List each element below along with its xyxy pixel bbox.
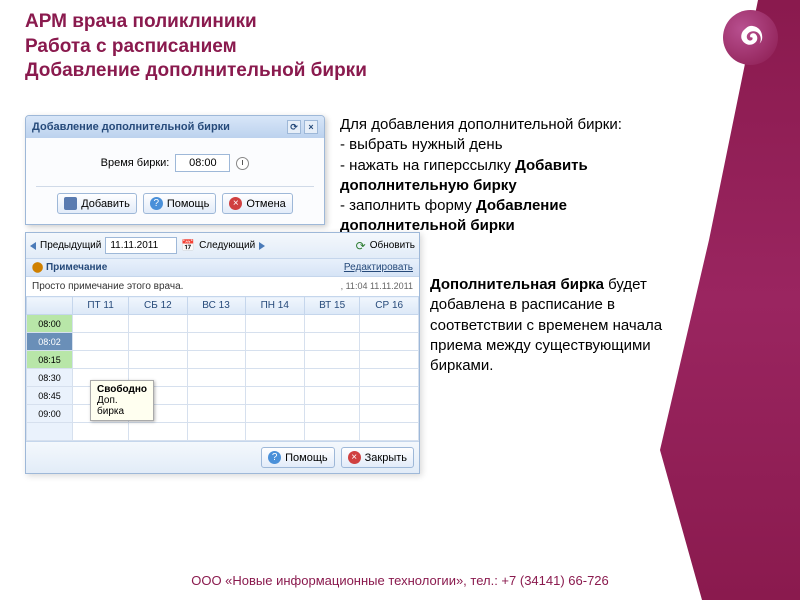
schedule-cell[interactable] (73, 423, 129, 441)
help-icon: ? (268, 451, 281, 464)
table-row: 08:00 (27, 315, 419, 333)
prev-day-button[interactable]: Предыдущий (40, 240, 101, 251)
schedule-cell[interactable] (245, 405, 304, 423)
schedule-cell[interactable] (305, 423, 360, 441)
time-slot[interactable]: 08:15 (27, 351, 73, 369)
cancel-icon: × (229, 197, 242, 210)
schedule-cell[interactable] (73, 333, 129, 351)
footer-text: ООО «Новые информационные технологии», т… (0, 573, 800, 588)
schedule-cell[interactable] (187, 351, 245, 369)
cancel-button[interactable]: × Отмена (222, 193, 292, 214)
schedule-cell[interactable] (187, 387, 245, 405)
schedule-cell[interactable] (305, 369, 360, 387)
table-row (27, 423, 419, 441)
refresh-button[interactable]: Обновить (370, 240, 415, 251)
schedule-cell[interactable] (305, 387, 360, 405)
schedule-nav: Предыдущий 📅 Следующий ⟳ Обновить (26, 233, 419, 259)
schedule-cell[interactable] (129, 333, 187, 351)
sched-close-button[interactable]: × Закрыть (341, 447, 414, 468)
decorative-swoosh (660, 0, 800, 600)
schedule-cell[interactable] (129, 423, 187, 441)
schedule-cell[interactable] (187, 423, 245, 441)
schedule-cell[interactable] (360, 333, 419, 351)
day-header[interactable]: ВС 13 (187, 297, 245, 315)
disk-icon (64, 197, 77, 210)
schedule-grid: ПТ 11СБ 12ВС 13ПН 14ВТ 15СР 16 08:0008:0… (26, 296, 419, 441)
calendar-icon[interactable]: 📅 (181, 239, 195, 252)
day-header[interactable]: СР 16 (360, 297, 419, 315)
help-icon: ? (150, 197, 163, 210)
time-slot[interactable]: 08:45 (27, 387, 73, 405)
day-header[interactable]: ПН 14 (245, 297, 304, 315)
add-tag-dialog: Добавление дополнительной бирки ⟳ × Врем… (25, 115, 325, 225)
schedule-cell[interactable] (305, 333, 360, 351)
prev-arrow-icon[interactable] (30, 242, 36, 250)
schedule-cell[interactable] (305, 351, 360, 369)
schedule-cell[interactable] (73, 351, 129, 369)
dialog-title-text: Добавление дополнительной бирки (32, 121, 230, 133)
time-slot[interactable]: 09:00 (27, 405, 73, 423)
instructions-1: Для добавления дополнительной бирки: - в… (340, 115, 660, 237)
brand-logo (723, 10, 778, 65)
next-arrow-icon[interactable] (259, 242, 265, 250)
clock-icon[interactable] (236, 157, 249, 170)
schedule-cell[interactable] (360, 423, 419, 441)
time-slot[interactable]: 08:30 (27, 369, 73, 387)
schedule-cell[interactable] (245, 423, 304, 441)
table-row: 08:02 (27, 333, 419, 351)
schedule-cell[interactable] (129, 351, 187, 369)
schedule-cell[interactable] (360, 351, 419, 369)
time-slot[interactable]: 08:02 (27, 333, 73, 351)
close-icon: × (348, 451, 361, 464)
time-field-label: Время бирки: (101, 157, 170, 169)
schedule-cell[interactable] (360, 369, 419, 387)
sched-help-button[interactable]: ? Помощь (261, 447, 335, 468)
schedule-cell[interactable] (129, 315, 187, 333)
instructions-2: Дополнительная бирка будет добавлена в р… (430, 275, 675, 376)
schedule-cell[interactable] (187, 405, 245, 423)
schedule-cell[interactable] (245, 351, 304, 369)
schedule-cell[interactable] (187, 333, 245, 351)
add-button[interactable]: Добавить (57, 193, 137, 214)
schedule-cell[interactable] (360, 315, 419, 333)
schedule-cell[interactable] (360, 387, 419, 405)
help-button[interactable]: ? Помощь (143, 193, 217, 214)
schedule-cell[interactable] (187, 369, 245, 387)
schedule-cell[interactable] (245, 387, 304, 405)
day-header[interactable]: ПТ 11 (73, 297, 129, 315)
schedule-cell[interactable] (305, 405, 360, 423)
note-body: Просто примечание этого врача. (32, 281, 183, 292)
table-row: 09:00 (27, 405, 419, 423)
schedule-cell[interactable] (360, 405, 419, 423)
time-slot[interactable]: 08:00 (27, 315, 73, 333)
time-field-input[interactable] (175, 154, 230, 172)
schedule-cell[interactable] (305, 315, 360, 333)
dialog-titlebar: Добавление дополнительной бирки ⟳ × (26, 116, 324, 138)
slot-tooltip: Свободно Доп. бирка (90, 380, 154, 421)
schedule-cell[interactable] (245, 369, 304, 387)
note-timestamp: , 11:04 11.11.2011 (341, 281, 413, 292)
table-row: 08:15 (27, 351, 419, 369)
page-title: АРМ врача поликлиники Работа с расписани… (25, 10, 367, 84)
schedule-cell[interactable] (73, 315, 129, 333)
date-input[interactable] (105, 237, 177, 254)
day-header[interactable]: СБ 12 (129, 297, 187, 315)
note-edit-link[interactable]: Редактировать (344, 262, 413, 273)
refresh-icon[interactable]: ⟳ (356, 239, 366, 253)
schedule-window: Предыдущий 📅 Следующий ⟳ Обновить ⬤ Прим… (25, 232, 420, 474)
next-day-button[interactable]: Следующий (199, 240, 255, 251)
schedule-cell[interactable] (187, 315, 245, 333)
dialog-pin-button[interactable]: ⟳ (287, 120, 301, 134)
schedule-cell[interactable] (245, 315, 304, 333)
table-row: 08:45 (27, 387, 419, 405)
time-slot[interactable] (27, 423, 73, 441)
schedule-cell[interactable] (245, 333, 304, 351)
note-header: ⬤ Примечание Редактировать (26, 259, 419, 277)
day-header[interactable]: ВТ 15 (305, 297, 360, 315)
dialog-close-button[interactable]: × (304, 120, 318, 134)
table-row: 08:30 (27, 369, 419, 387)
